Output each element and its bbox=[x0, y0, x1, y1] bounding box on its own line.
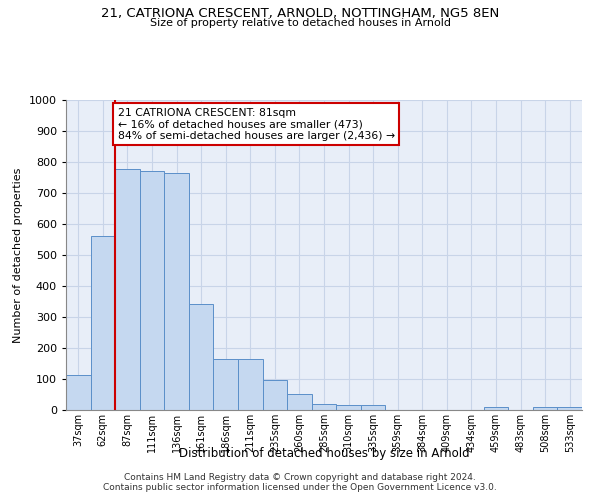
Y-axis label: Number of detached properties: Number of detached properties bbox=[13, 168, 23, 342]
Bar bbox=[287, 394, 312, 410]
Bar bbox=[140, 172, 164, 410]
Bar bbox=[189, 304, 214, 410]
Bar bbox=[115, 169, 140, 410]
Bar bbox=[484, 407, 508, 410]
Bar bbox=[238, 360, 263, 410]
Text: Contains HM Land Registry data © Crown copyright and database right 2024.: Contains HM Land Registry data © Crown c… bbox=[124, 472, 476, 482]
Text: Contains public sector information licensed under the Open Government Licence v3: Contains public sector information licen… bbox=[103, 482, 497, 492]
Text: Size of property relative to detached houses in Arnold: Size of property relative to detached ho… bbox=[149, 18, 451, 28]
Text: 21 CATRIONA CRESCENT: 81sqm
← 16% of detached houses are smaller (473)
84% of se: 21 CATRIONA CRESCENT: 81sqm ← 16% of det… bbox=[118, 108, 395, 141]
Bar bbox=[263, 380, 287, 410]
Bar bbox=[336, 406, 361, 410]
Bar bbox=[91, 236, 115, 410]
Bar bbox=[164, 173, 189, 410]
Text: 21, CATRIONA CRESCENT, ARNOLD, NOTTINGHAM, NG5 8EN: 21, CATRIONA CRESCENT, ARNOLD, NOTTINGHA… bbox=[101, 8, 499, 20]
Bar bbox=[533, 407, 557, 410]
Bar bbox=[214, 360, 238, 410]
Text: Distribution of detached houses by size in Arnold: Distribution of detached houses by size … bbox=[179, 448, 469, 460]
Bar bbox=[557, 407, 582, 410]
Bar bbox=[361, 406, 385, 410]
Bar bbox=[312, 404, 336, 410]
Bar bbox=[66, 376, 91, 410]
